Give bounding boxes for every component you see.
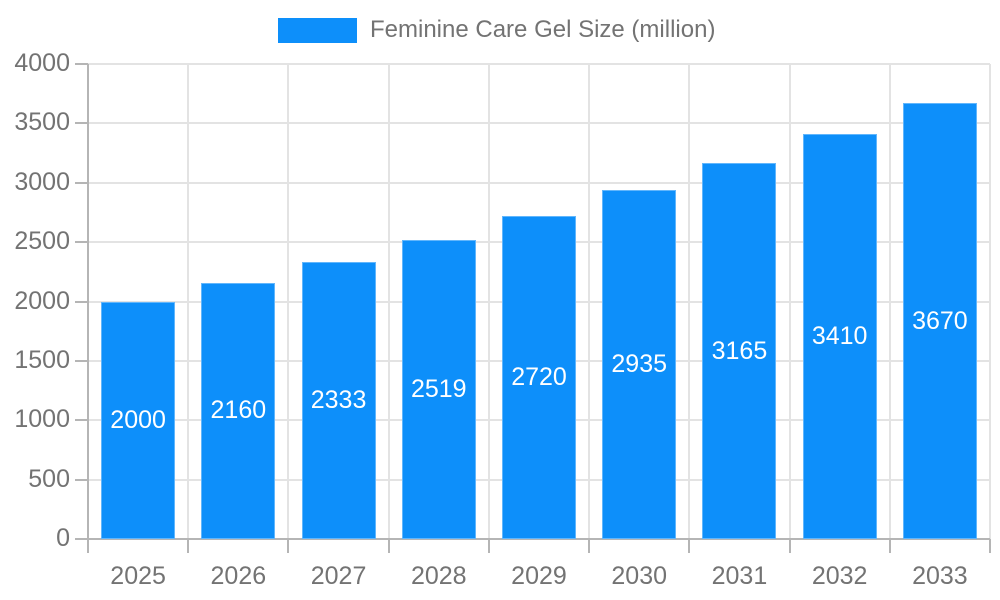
- x-axis-label: 2031: [711, 562, 768, 590]
- bar-value-label: 3165: [711, 336, 768, 365]
- y-axis-label: 2000: [14, 286, 70, 315]
- y-axis-line: [87, 64, 89, 553]
- gridline-vertical: [387, 64, 390, 539]
- x-axis-label: 2028: [410, 562, 467, 590]
- x-axis-tick: [989, 539, 991, 553]
- bar-value-label: 2519: [410, 374, 467, 403]
- y-axis-tick: [75, 181, 88, 184]
- x-axis-tick: [487, 539, 490, 553]
- y-axis-tick: [75, 419, 88, 422]
- bar: 3410: [802, 134, 877, 539]
- y-axis-label: 3500: [14, 108, 70, 137]
- y-axis-tick: [75, 241, 88, 244]
- gridline-vertical: [888, 64, 891, 539]
- y-axis-tick: [75, 300, 88, 303]
- gridline-vertical: [187, 64, 190, 539]
- x-axis-tick: [688, 539, 691, 553]
- bar: 2160: [201, 282, 276, 539]
- gridline-vertical: [989, 64, 991, 539]
- x-axis-label: 2032: [811, 562, 868, 590]
- bar: 2519: [401, 239, 476, 539]
- bar-value-label: 3410: [811, 322, 868, 351]
- x-axis-label: 2027: [310, 562, 367, 590]
- x-axis-label: 2033: [912, 562, 968, 590]
- bar: 3165: [702, 163, 777, 539]
- x-axis-tick: [387, 539, 390, 553]
- x-axis-tick: [287, 539, 290, 553]
- y-axis-label: 3000: [14, 167, 70, 196]
- y-axis-tick: [75, 122, 88, 125]
- y-axis-label: 500: [28, 464, 70, 493]
- legend-swatch[interactable]: [278, 18, 357, 43]
- x-axis-line: [75, 538, 990, 540]
- y-axis-label: 4000: [14, 49, 70, 77]
- bar: 2333: [301, 261, 376, 539]
- y-axis-label: 0: [56, 524, 70, 552]
- x-axis-tick: [187, 539, 190, 553]
- y-axis-label: 1000: [14, 405, 70, 434]
- y-axis-label: 1500: [14, 345, 70, 374]
- x-axis-label: 2029: [511, 562, 567, 590]
- bar: 2720: [502, 216, 576, 539]
- gridline-horizontal: [88, 181, 990, 184]
- bar: 3670: [902, 103, 977, 539]
- gridline-vertical: [487, 64, 490, 539]
- y-axis-tick: [75, 63, 88, 65]
- gridline-horizontal: [88, 63, 990, 65]
- gridline-vertical: [588, 64, 591, 539]
- y-axis-tick: [75, 359, 88, 362]
- gridline-horizontal: [88, 122, 990, 125]
- bar-value-label: 2333: [310, 385, 367, 414]
- bar-value-label: 2720: [511, 363, 567, 391]
- x-axis-tick: [788, 539, 791, 553]
- bar-value-label: 2160: [210, 396, 267, 425]
- gridline-vertical: [788, 64, 791, 539]
- bar-value-label: 3670: [912, 306, 968, 335]
- y-axis-tick: [75, 478, 88, 481]
- x-axis-label: 2026: [210, 562, 267, 590]
- bar-value-label: 2935: [611, 350, 668, 379]
- gridline-vertical: [688, 64, 691, 539]
- gridline-vertical: [287, 64, 290, 539]
- x-axis-tick: [588, 539, 591, 553]
- x-axis-label: 2030: [611, 562, 668, 590]
- chart-title[interactable]: Feminine Care Gel Size (million): [370, 16, 716, 43]
- bar-value-label: 2000: [110, 405, 166, 434]
- bar: 2935: [602, 190, 677, 539]
- x-axis-tick: [888, 539, 891, 553]
- y-axis-label: 2500: [14, 227, 70, 256]
- x-axis-label: 2025: [110, 562, 166, 590]
- bar: 2000: [101, 301, 176, 539]
